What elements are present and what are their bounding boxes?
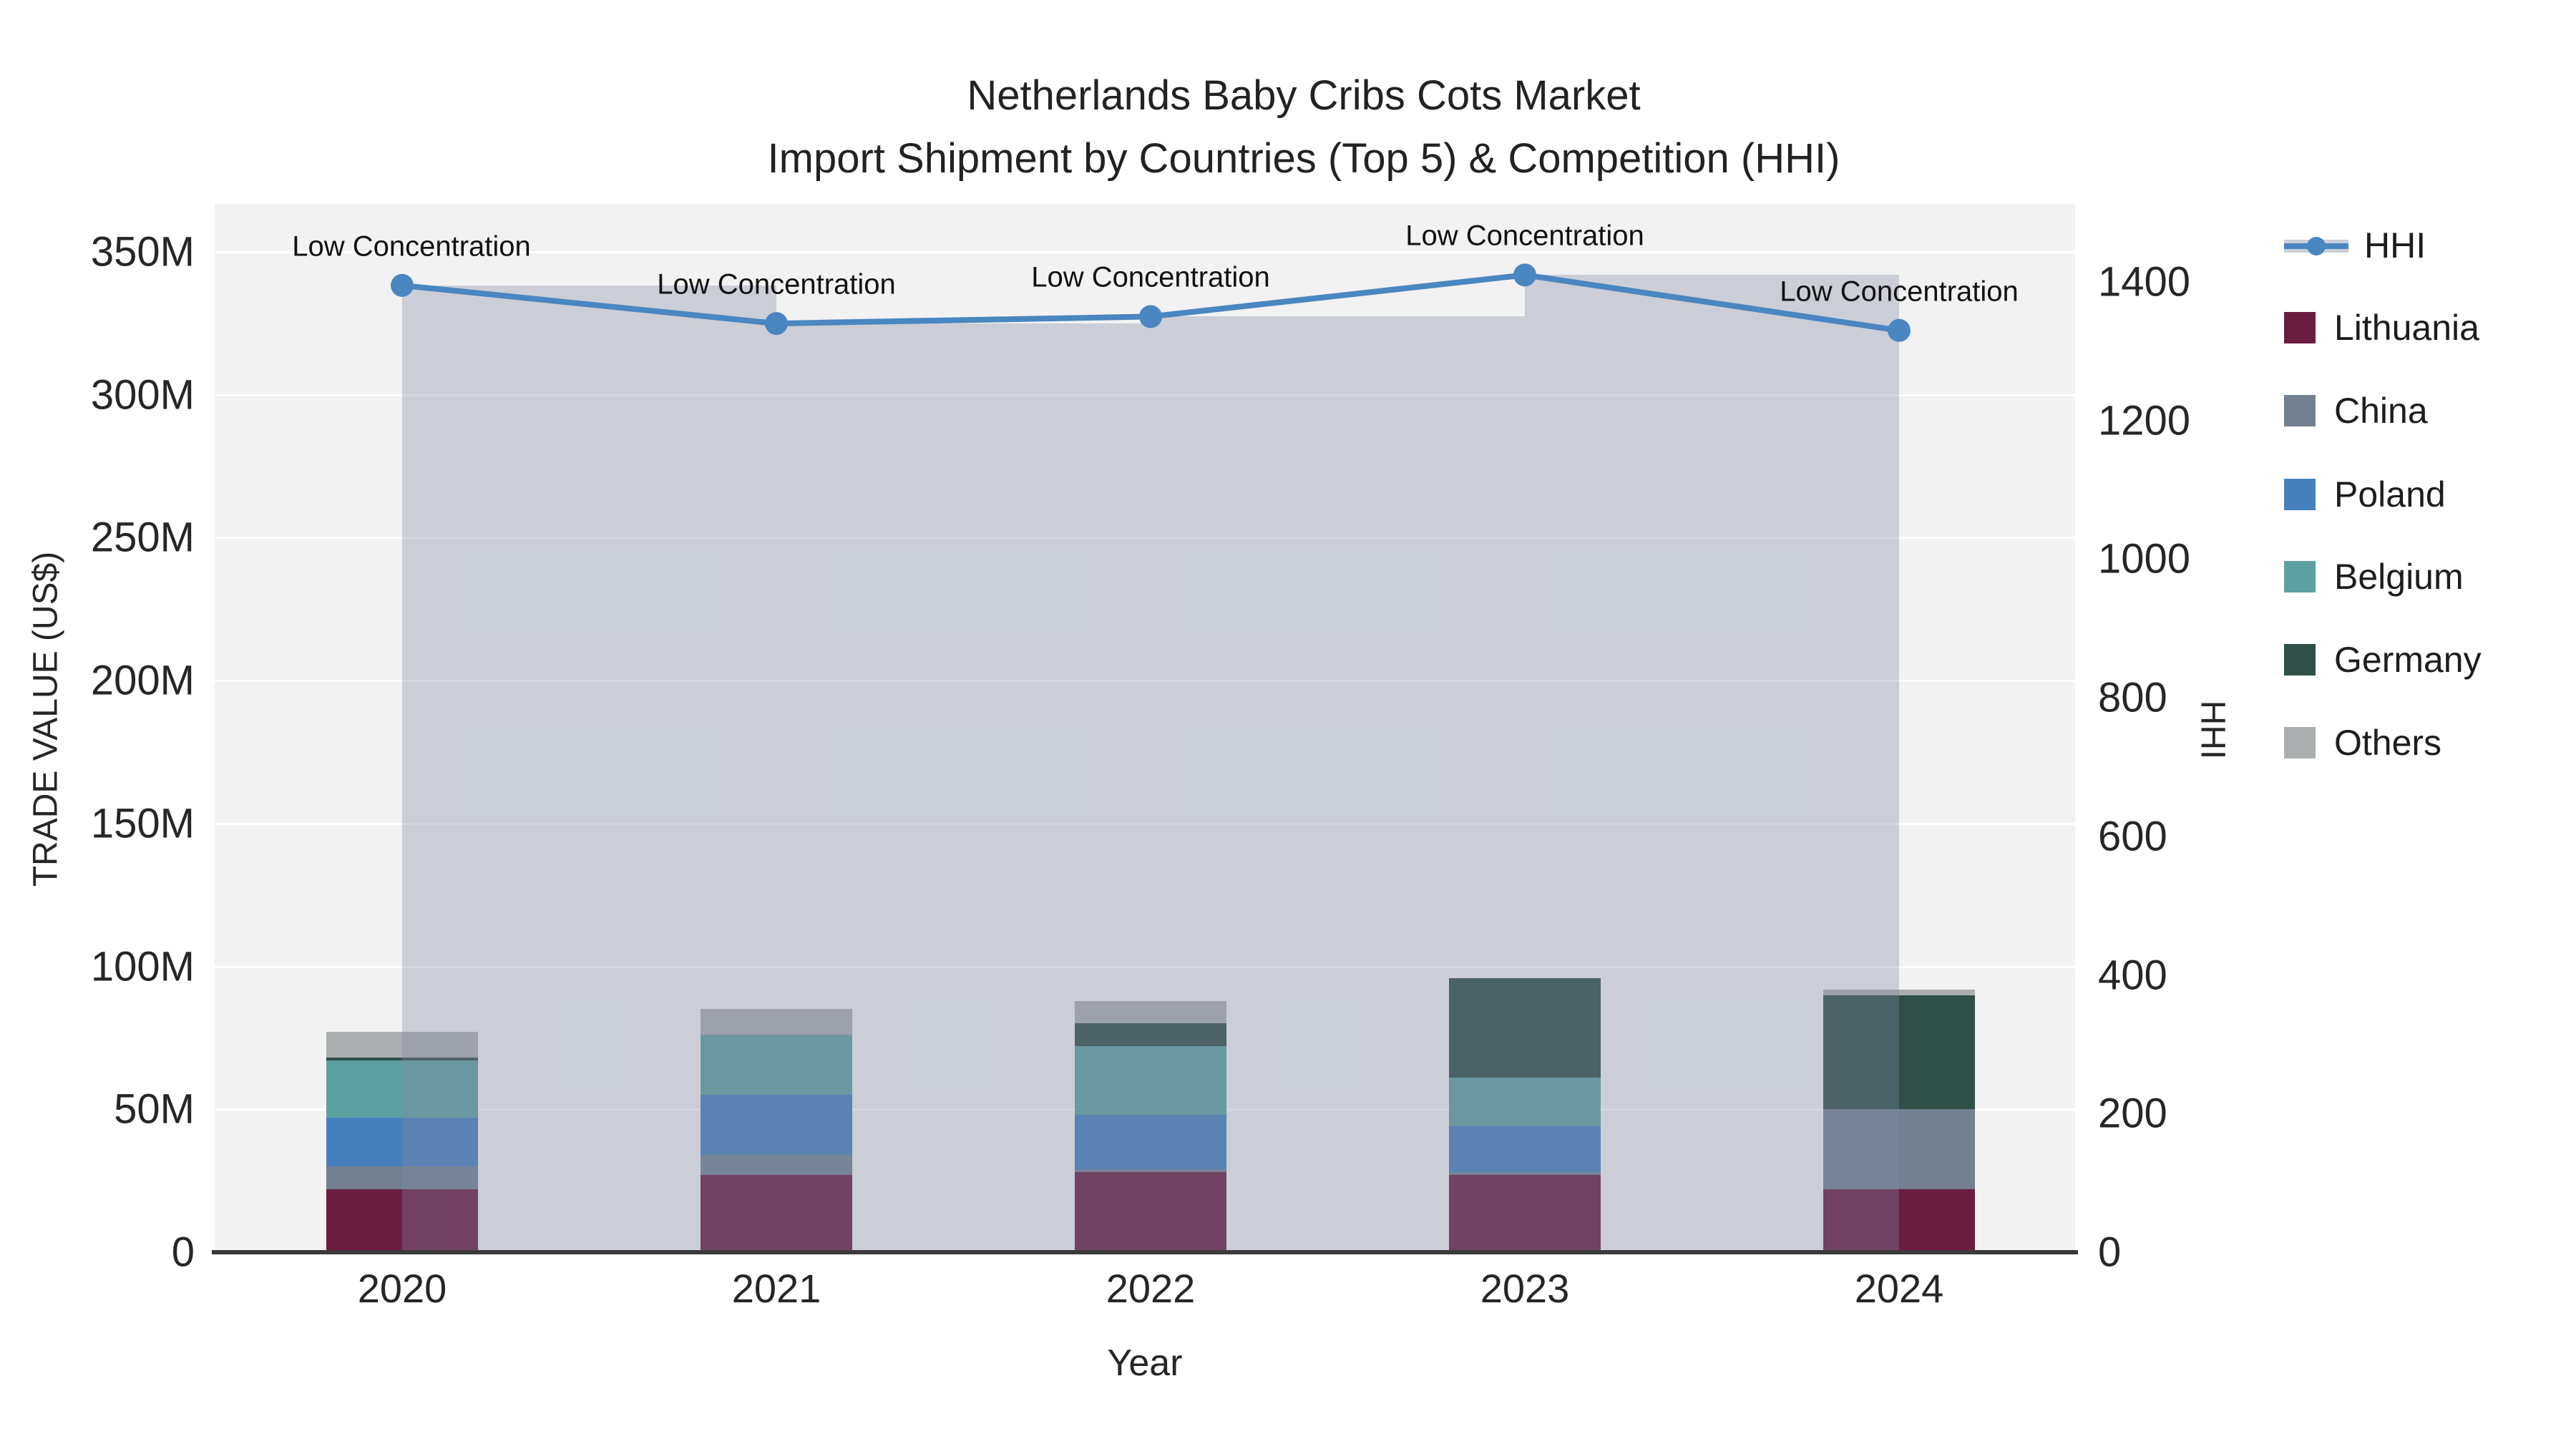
annotation-2024: Low Concentration [1780,275,2019,308]
chart-title-line2: Import Shipment by Countries (Top 5) & C… [767,135,1840,182]
bar-segment-2024-lithuania[interactable] [1823,1189,1975,1252]
legend-swatch-belgium [2284,561,2316,592]
x-tick-2024: 2024 [1854,1266,1944,1311]
bar-segment-2021-lithuania[interactable] [701,1175,852,1252]
hhi-step-area-2023 [1525,275,1899,1252]
legend-label-others: Others [2334,723,2442,763]
gridline [215,394,2075,396]
hhi-marker-2024[interactable] [1888,318,1911,342]
hhi-legend-line-icon [2284,230,2348,261]
left-tick-300M: 300M [90,371,195,419]
right-tick-0: 0 [2098,1229,2122,1276]
legend-swatch-poland [2284,479,2316,510]
legend-item-hhi[interactable]: HHI [2284,213,2426,278]
annotation-2022: Low Concentration [1031,261,1270,293]
x-tick-2020: 2020 [357,1266,447,1311]
hhi-step-area-2020 [402,285,776,1252]
legend-swatch-germany [2284,644,2316,675]
gridline [215,537,2075,540]
annotation-2023: Low Concentration [1405,220,1644,252]
right-tick-1200: 1200 [2098,397,2191,444]
right-tick-1400: 1400 [2098,258,2191,306]
left-tick-200M: 200M [90,657,195,704]
gridline [215,965,2075,968]
x-axis-line [212,1250,2078,1254]
right-tick-600: 600 [2098,813,2167,860]
right-tick-800: 800 [2098,674,2167,721]
legend-swatch-lithuania [2284,312,2316,343]
legend-label-germany: Germany [2334,640,2482,680]
gridline [215,822,2075,825]
left-tick-100M: 100M [90,943,195,990]
hhi-step-area-2022 [1151,316,1525,1252]
bar-segment-2023-lithuania[interactable] [1449,1175,1601,1252]
gridline [215,680,2075,683]
legend-label-china: China [2334,391,2428,431]
x-tick-2021: 2021 [731,1266,821,1311]
left-tick-0: 0 [171,1229,195,1276]
right-tick-1000: 1000 [2098,535,2191,582]
left-tick-150M: 150M [90,800,195,847]
chart-title-line1: Netherlands Baby Cribs Cots Market [967,72,1641,119]
hhi-legend-marker-dot [2307,237,2326,255]
right-axis-title: HHI [2193,700,2232,760]
x-axis-title: Year [1107,1342,1183,1384]
right-tick-200: 200 [2098,1090,2167,1137]
left-axis-title: TRADE VALUE (US$) [26,551,65,887]
legend-swatch-china [2284,395,2316,426]
hhi-marker-2021[interactable] [765,312,788,336]
legend-label-lithuania: Lithuania [2334,308,2479,348]
hhi-marker-2022[interactable] [1139,305,1162,328]
legend-item-lithuania[interactable]: Lithuania [2284,296,2479,360]
x-tick-2022: 2022 [1106,1266,1196,1311]
hhi-marker-2020[interactable] [391,273,414,297]
x-tick-2023: 2023 [1480,1266,1570,1311]
legend-swatch-others [2284,727,2316,758]
left-tick-350M: 350M [90,228,195,275]
legend-item-belgium[interactable]: Belgium [2284,545,2464,609]
left-tick-50M: 50M [114,1085,195,1133]
left-tick-250M: 250M [90,514,195,561]
hhi-marker-2023[interactable] [1513,263,1536,287]
legend-item-others[interactable]: Others [2284,711,2441,775]
annotation-2020: Low Concentration [292,230,531,263]
hhi-step-area-2021 [776,323,1151,1252]
legend-label-belgium: Belgium [2334,557,2464,597]
legend-item-germany[interactable]: Germany [2284,628,2482,692]
annotation-2021: Low Concentration [657,268,896,301]
legend-label-hhi: HHI [2364,225,2426,265]
bar-segment-2020-lithuania[interactable] [326,1189,478,1252]
bar-segment-2022-lithuania[interactable] [1075,1172,1226,1252]
right-tick-400: 400 [2098,952,2167,999]
legend-label-poland: Poland [2334,474,2446,514]
legend-item-china[interactable]: China [2284,379,2428,443]
legend-item-poland[interactable]: Poland [2284,462,2446,527]
gridline [215,251,2075,253]
